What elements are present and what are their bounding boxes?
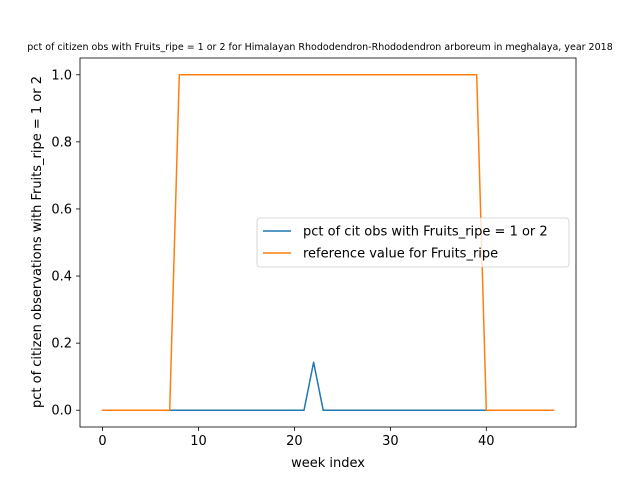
y-axis-label: pct of citizen observations with Fruits_… (30, 76, 45, 408)
chart-title: pct of citizen obs with Fruits_ripe = 1 … (27, 42, 613, 53)
legend-box (256, 217, 570, 268)
y-tick-label: 1.0 (51, 68, 72, 83)
y-tick-label: 0.4 (51, 270, 72, 285)
x-tick-label: 10 (190, 434, 207, 449)
x-tick-label: 0 (98, 434, 106, 449)
y-tick-label: 0.2 (51, 337, 72, 352)
legend-label-2: reference value for Fruits_ripe (303, 247, 498, 262)
x-tick-label: 30 (382, 434, 399, 449)
axes-frame (79, 57, 577, 428)
y-tick-label: 0.0 (51, 404, 72, 419)
x-tick-label: 20 (286, 434, 303, 449)
plot-area: 0 10 20 30 40 0.0 0.2 0.4 0.6 0.8 1.0 (51, 57, 577, 449)
series-line-2 (101, 74, 555, 411)
series-line-1 (101, 361, 555, 411)
x-axis-label: week index (291, 456, 365, 471)
x-tick-label: 40 (478, 434, 495, 449)
y-tick-label: 0.6 (51, 202, 72, 217)
y-tick-label: 0.8 (51, 135, 72, 150)
legend-label-1: pct of cit obs with Fruits_ripe = 1 or 2 (303, 225, 548, 240)
legend: pct of cit obs with Fruits_ripe = 1 or 2… (256, 217, 570, 268)
